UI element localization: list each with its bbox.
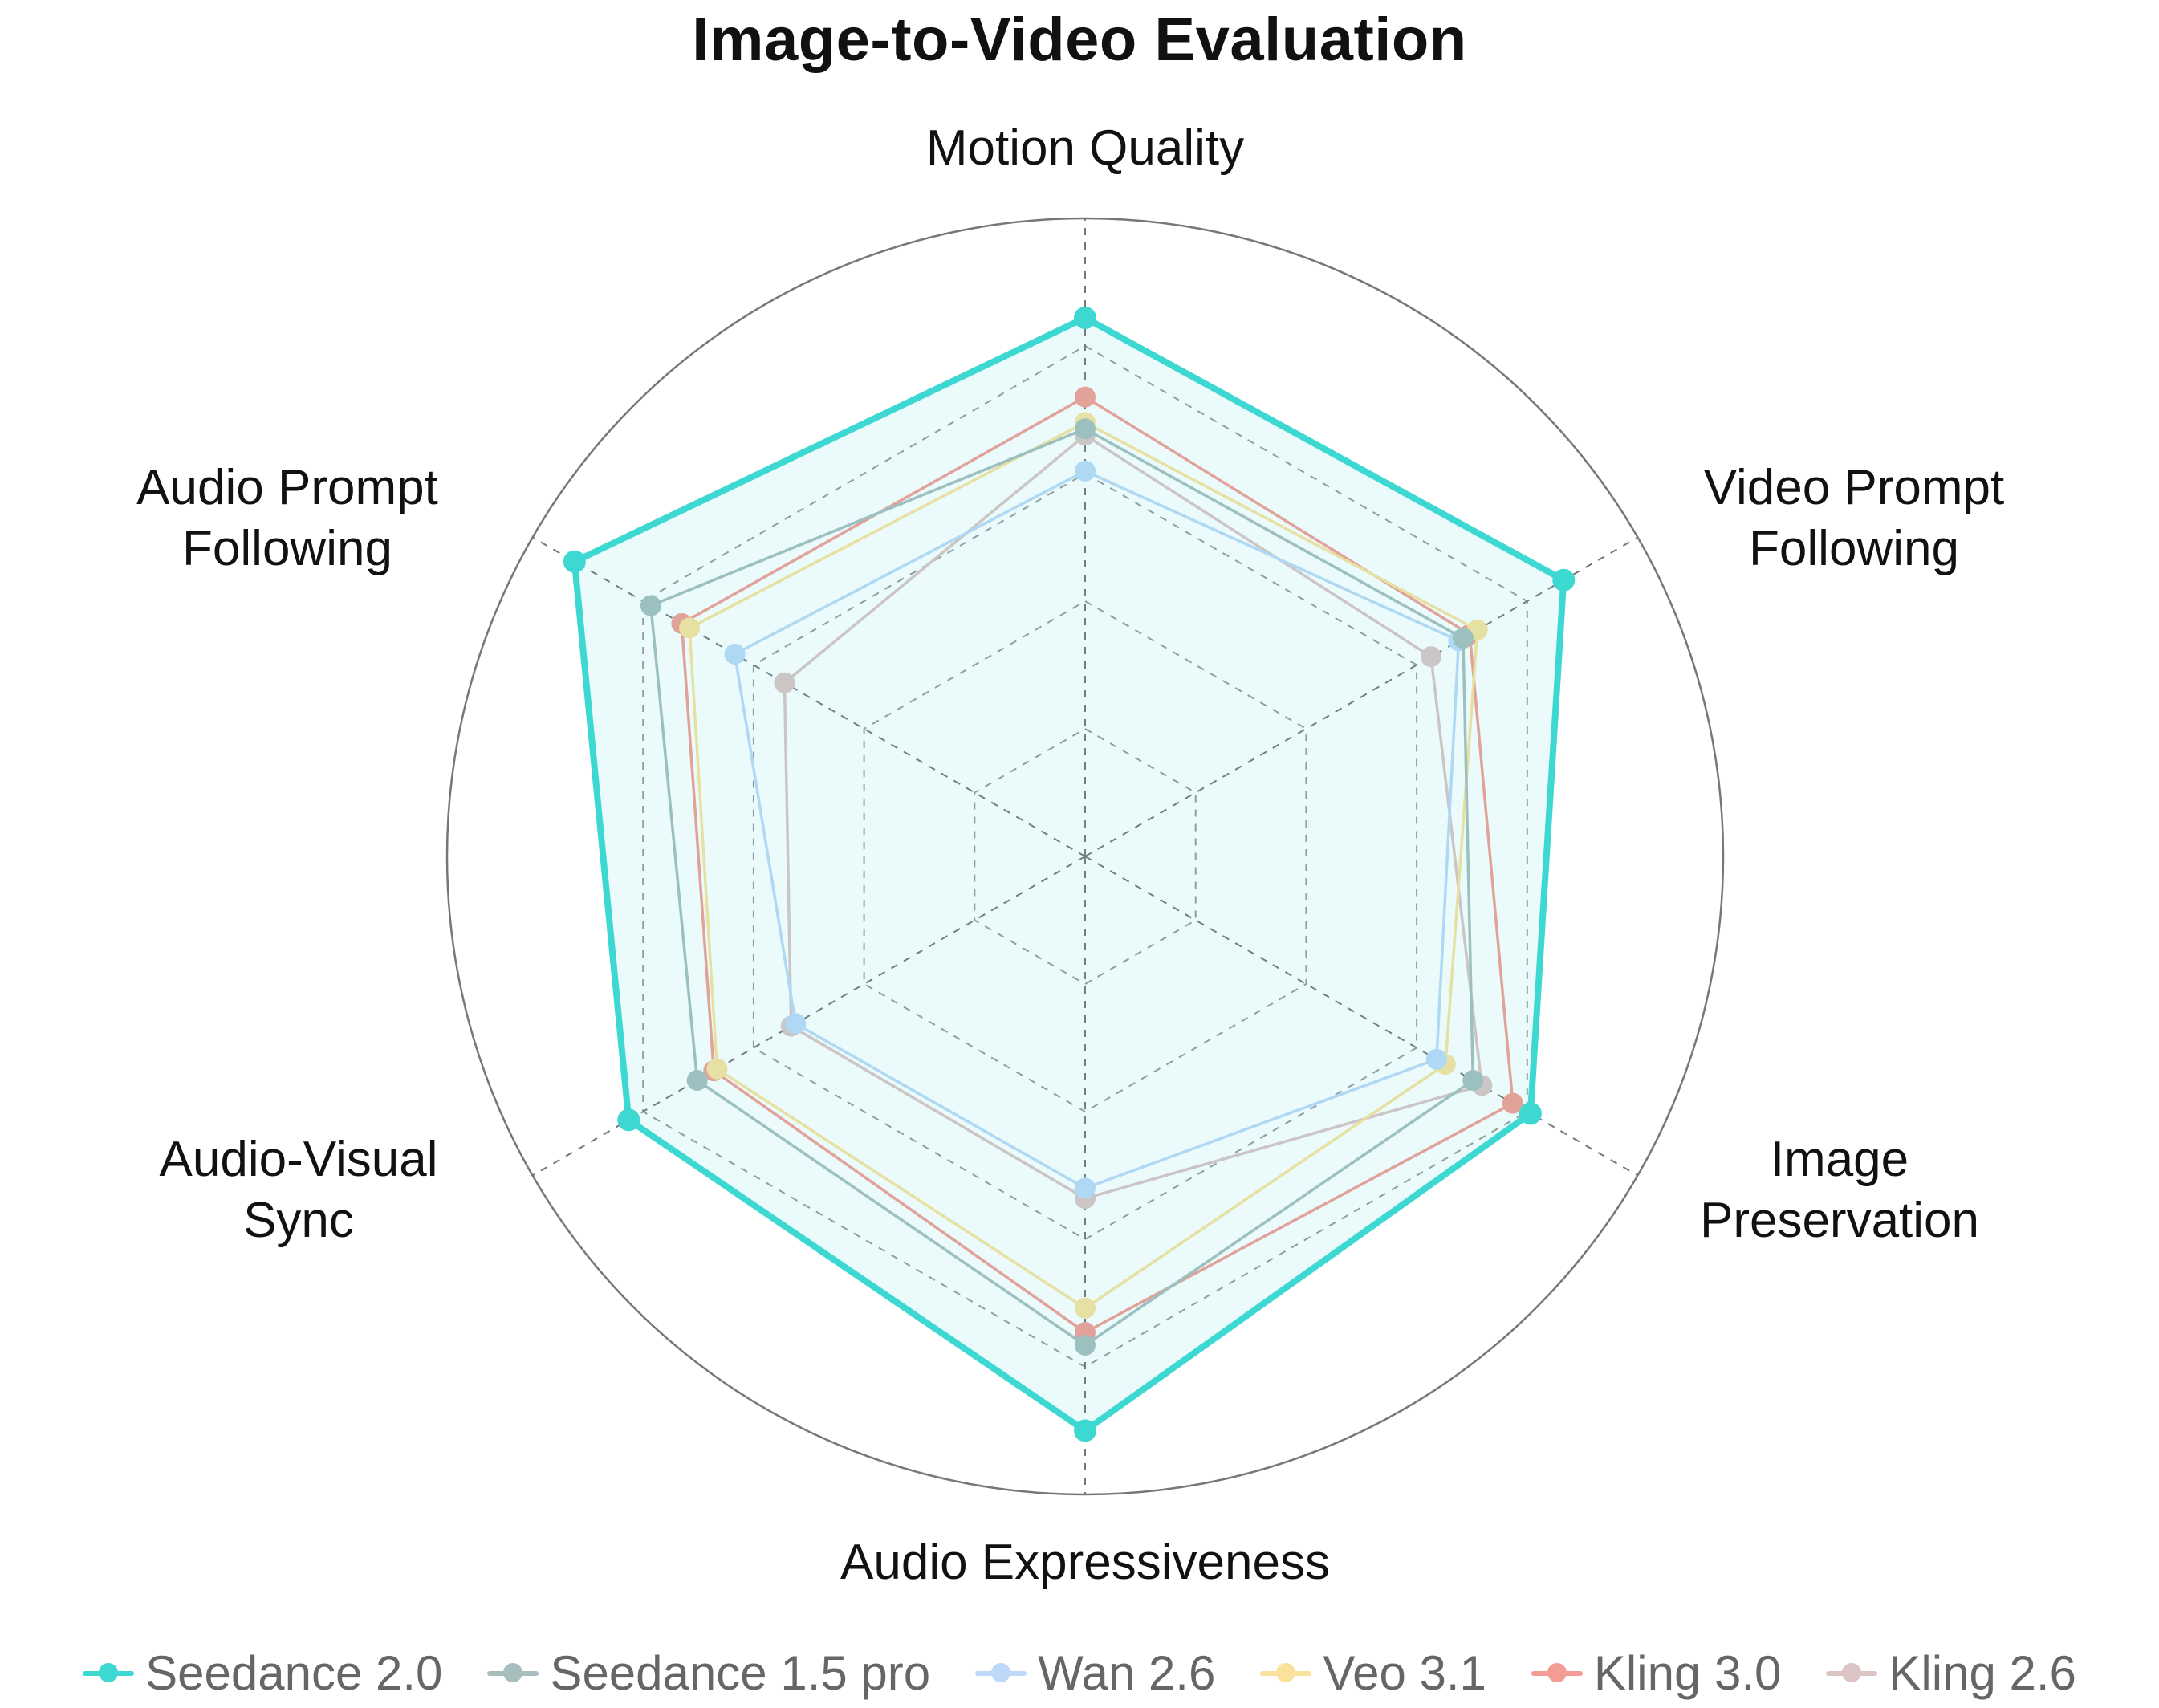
point-3-5 (679, 617, 701, 639)
point-0-3 (1074, 1419, 1096, 1442)
chart-title: Image-to-Video Evaluation (692, 6, 1467, 74)
point-1-1 (1452, 628, 1474, 649)
legend-swatch-1 (487, 1663, 539, 1682)
legend-item-0: Seedance 2.0 (83, 1645, 442, 1701)
point-0-1 (1552, 568, 1576, 592)
legend-label-2: Wan 2.6 (1038, 1645, 1216, 1700)
point-0-2 (1519, 1102, 1542, 1125)
radar-chart: Motion Quality Video Prompt Following Image… (136, 120, 2004, 1590)
legend-label-4: Kling 3.0 (1593, 1645, 1782, 1700)
axis-label-5-1: Following (182, 521, 392, 576)
legend-label-0: Seedance 2.0 (145, 1645, 443, 1700)
radar-series (563, 307, 1576, 1442)
legend-label-3: Veo 3.1 (1323, 1645, 1486, 1700)
point-3-3 (1075, 1297, 1096, 1319)
legend-swatch-0 (83, 1663, 135, 1682)
series-line-0 (571, 315, 1567, 1434)
legend-swatch-2 (975, 1663, 1027, 1682)
axis-label-2-0: Image (1771, 1132, 1909, 1187)
radar-grid (445, 217, 1725, 1496)
point-2-5 (724, 643, 746, 665)
point-3-4 (706, 1058, 728, 1080)
point-1-5 (640, 595, 661, 616)
legend-swatch-3 (1260, 1663, 1312, 1682)
axis-spoke-4 (532, 856, 1086, 1177)
axis-spoke-2 (1084, 856, 1638, 1177)
point-2-0 (1075, 460, 1096, 482)
axis-labels: Motion Quality Video Prompt Following Image… (136, 120, 2004, 1590)
axis-label-1-0: Video Prompt (1704, 460, 2005, 515)
point-2-3 (1075, 1177, 1096, 1199)
legend-item-4: Kling 3.0 (1531, 1645, 1782, 1701)
point-0-4 (617, 1108, 640, 1132)
axis-spoke-1 (1084, 536, 1638, 857)
point-1-0 (1075, 418, 1096, 440)
point-0-0 (1074, 307, 1096, 330)
legend-item-3: Veo 3.1 (1260, 1645, 1486, 1701)
grid-ring-2 (863, 600, 1307, 1113)
point-1-3 (1075, 1334, 1096, 1356)
axis-label-5-0: Audio Prompt (136, 460, 438, 515)
point-2-2 (1425, 1048, 1447, 1070)
axis-label-3-0: Audio Expressiveness (840, 1535, 1330, 1590)
point-5-5 (774, 672, 795, 693)
axis-spoke-5 (532, 536, 1086, 857)
series-1 (640, 418, 1484, 1356)
point-5-1 (1420, 646, 1441, 668)
point-2-4 (785, 1013, 807, 1035)
point-0-5 (563, 550, 586, 573)
point-1-2 (1462, 1070, 1484, 1092)
grid-ring-1 (974, 727, 1197, 986)
axis-label-4-0: Audio-Visual (160, 1132, 438, 1187)
point-1-4 (686, 1070, 708, 1092)
legend-label-5: Kling 2.6 (1889, 1645, 2076, 1700)
point-4-0 (1075, 386, 1096, 408)
outer-ring (445, 217, 1725, 1496)
axis-label-4-1: Sync (243, 1193, 354, 1248)
axis-label-0-0: Motion Quality (926, 120, 1244, 176)
legend: Seedance 2.0 Seedance 1.5 pro Wan 2.6 Veo 3… (0, 1641, 2159, 1705)
legend-item-5: Kling 2.6 (1826, 1645, 2076, 1701)
legend-item-1: Seedance 1.5 pro (487, 1645, 930, 1701)
series-0 (563, 307, 1576, 1442)
legend-item-2: Wan 2.6 (975, 1645, 1215, 1701)
legend-swatch-5 (1826, 1663, 1878, 1682)
legend-swatch-4 (1531, 1663, 1583, 1682)
point-4-2 (1502, 1092, 1523, 1114)
axis-label-1-1: Following (1749, 521, 1959, 576)
axis-label-2-1: Preservation (1700, 1193, 1979, 1248)
legend-label-1: Seedance 1.5 pro (550, 1645, 931, 1700)
